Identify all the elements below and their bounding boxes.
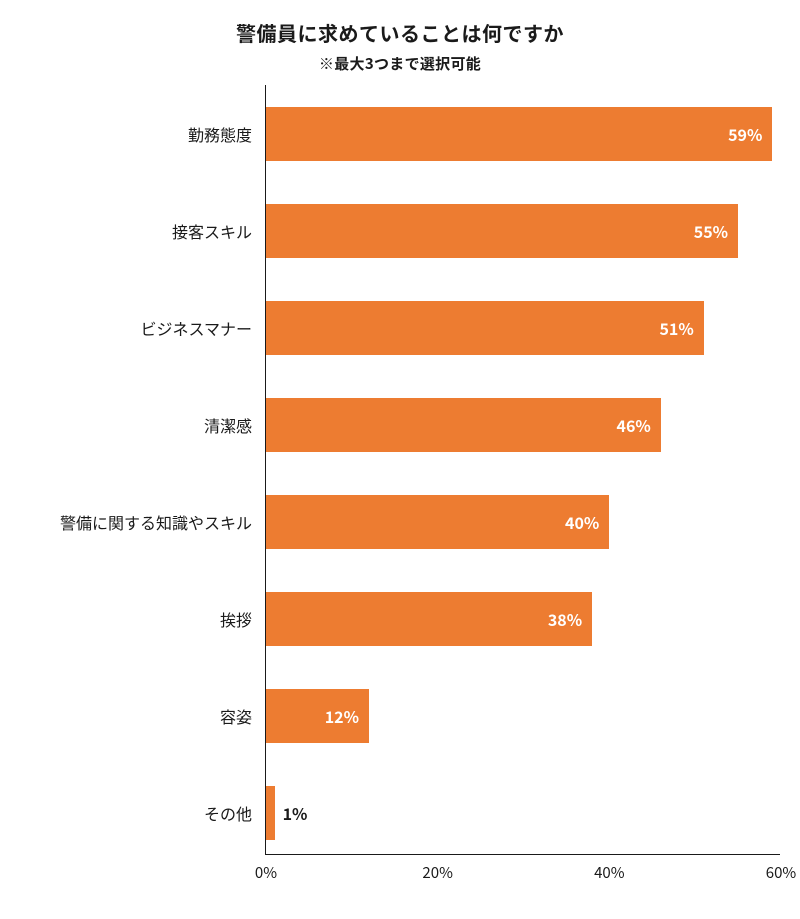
category-label: その他: [204, 801, 266, 825]
category-label: 容姿: [220, 704, 266, 728]
bar-value-label: 12%: [325, 704, 359, 728]
x-axis-tick: 20%: [422, 854, 452, 883]
bar-row: 容姿12%: [266, 689, 780, 743]
bar-value-label: 55%: [694, 219, 728, 243]
bar-row: 勤務態度59%: [266, 107, 780, 161]
bar: 46%: [266, 398, 661, 452]
bar: 38%: [266, 592, 592, 646]
bar: [266, 786, 275, 840]
category-label: 清潔感: [204, 413, 266, 437]
x-axis-tick: 40%: [594, 854, 624, 883]
bar-row: その他1%: [266, 786, 780, 840]
bar-value-label: 38%: [548, 607, 582, 631]
bar-value-label: 59%: [728, 122, 762, 146]
bar-row: 清潔感46%: [266, 398, 780, 452]
bar-row: 接客スキル55%: [266, 204, 780, 258]
bar: 55%: [266, 204, 738, 258]
bar: 12%: [266, 689, 369, 743]
bar-value-label: 46%: [617, 413, 651, 437]
bar-value-label: 51%: [659, 316, 693, 340]
category-label: 挨拶: [220, 607, 266, 631]
bar-row: 警備に関する知識やスキル40%: [266, 495, 780, 549]
bar-value-label: 1%: [283, 801, 308, 825]
bar: 59%: [266, 107, 772, 161]
category-label: ビジネスマナー: [140, 316, 266, 340]
chart-subtitle: ※最大3つまで選択可能: [0, 53, 800, 74]
category-label: 勤務態度: [188, 122, 266, 146]
bar: 40%: [266, 495, 609, 549]
bar-row: ビジネスマナー51%: [266, 301, 780, 355]
x-axis-tick: 0%: [255, 854, 277, 883]
chart-page: 警備員に求めていることは何ですか ※最大3つまで選択可能 勤務態度59%接客スキ…: [0, 0, 800, 919]
chart-title: 警備員に求めていることは何ですか: [0, 18, 800, 47]
title-block: 警備員に求めていることは何ですか ※最大3つまで選択可能: [0, 0, 800, 74]
x-axis-tick: 60%: [766, 854, 796, 883]
plot-area: 勤務態度59% 接客スキル55% ビジネスマナー51% 清潔感46% 警備に関する知識や…: [265, 85, 780, 855]
bar-row: 挨拶38%: [266, 592, 780, 646]
category-label: 警備に関する知識やスキル: [60, 510, 266, 534]
bar-value-label: 40%: [565, 510, 599, 534]
bar: 51%: [266, 301, 704, 355]
category-label: 接客スキル: [172, 219, 266, 243]
plot-wrap: 勤務態度59%接客スキル55%ビジネスマナー51%清潔感46%警備に関する知識や…: [0, 85, 800, 895]
